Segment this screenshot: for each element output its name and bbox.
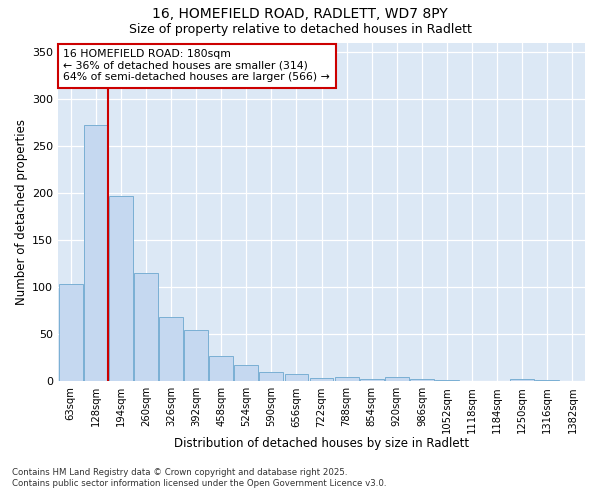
Bar — [59, 284, 83, 382]
Text: 16, HOMEFIELD ROAD, RADLETT, WD7 8PY: 16, HOMEFIELD ROAD, RADLETT, WD7 8PY — [152, 8, 448, 22]
Text: 16 HOMEFIELD ROAD: 180sqm
← 36% of detached houses are smaller (314)
64% of semi: 16 HOMEFIELD ROAD: 180sqm ← 36% of detac… — [64, 50, 330, 82]
Y-axis label: Number of detached properties: Number of detached properties — [15, 119, 28, 305]
Bar — [209, 356, 233, 382]
Bar — [235, 366, 258, 382]
Bar — [335, 376, 359, 382]
Bar — [109, 196, 133, 382]
X-axis label: Distribution of detached houses by size in Radlett: Distribution of detached houses by size … — [174, 437, 469, 450]
Text: Contains HM Land Registry data © Crown copyright and database right 2025.
Contai: Contains HM Land Registry data © Crown c… — [12, 468, 386, 487]
Bar — [310, 378, 334, 382]
Bar — [84, 126, 108, 382]
Bar — [410, 380, 434, 382]
Bar — [435, 380, 459, 382]
Text: Size of property relative to detached houses in Radlett: Size of property relative to detached ho… — [128, 22, 472, 36]
Bar — [184, 330, 208, 382]
Bar — [159, 318, 183, 382]
Bar — [284, 374, 308, 382]
Bar — [360, 378, 383, 382]
Bar — [259, 372, 283, 382]
Bar — [511, 378, 534, 382]
Bar — [385, 376, 409, 382]
Bar — [535, 380, 559, 382]
Bar — [134, 273, 158, 382]
